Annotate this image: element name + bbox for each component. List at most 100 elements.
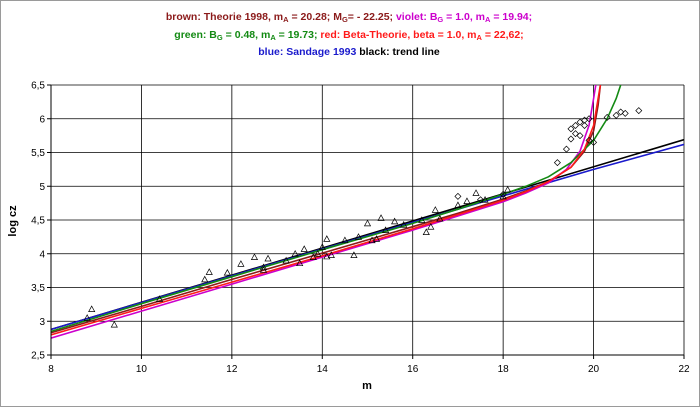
legend-blue-entry: blue: Sandage 1993 <box>258 46 359 58</box>
legend-green-text: : B <box>202 28 217 41</box>
data-point-triangle <box>472 189 480 196</box>
data-point-diamond <box>567 135 575 143</box>
data-point-diamond <box>567 125 575 133</box>
data-point-triangle <box>323 252 331 260</box>
legend-blue-text: : Sandage 1993 <box>279 46 357 58</box>
data-point-diamond <box>603 113 611 121</box>
data-point-triangle <box>83 314 91 321</box>
data-point-triangle <box>363 219 372 227</box>
y-tick-label: 5 <box>39 182 45 193</box>
data-point-triangle <box>88 305 96 312</box>
y-tick-label: 6,5 <box>31 81 45 92</box>
series-line-violet <box>51 85 597 339</box>
x-axis-label: m <box>362 380 372 392</box>
x-tick-label: 14 <box>317 364 329 375</box>
legend-violet-mid: = 1.0, m <box>443 11 485 23</box>
legend-violet-prefix: violet <box>395 11 424 23</box>
y-tick-label: 5,5 <box>31 148 45 159</box>
data-point-triangle <box>323 235 331 242</box>
legend-violet-entry: violet: BG = 1.0, mA = 19.94; <box>395 11 533 24</box>
legend-green-end: = 19.73; <box>275 28 318 41</box>
data-point-triangle <box>237 260 245 267</box>
data-point-triangle <box>436 214 444 222</box>
data-point-triangle <box>250 253 259 260</box>
data-point-triangle <box>300 245 308 252</box>
data-point-triangle <box>381 226 390 233</box>
legend-brown-text: : Theorie 1998, m <box>197 11 284 23</box>
data-point-diamond <box>585 115 593 123</box>
y-tick-label: 4 <box>39 249 45 260</box>
y-tick-label: 6 <box>39 114 45 125</box>
legend-green-prefix: green <box>174 28 203 41</box>
legend-brown-sub1: A <box>283 15 289 24</box>
x-tick-label: 16 <box>407 364 419 375</box>
legend-brown-prefix: brown <box>165 11 198 23</box>
data-point-triangle <box>463 197 471 204</box>
data-point-triangle <box>201 275 209 283</box>
legend-brown-sub2: G <box>341 15 348 24</box>
series-group <box>51 85 684 339</box>
data-point-triangle <box>223 268 231 276</box>
data-point-triangle <box>368 236 376 244</box>
data-point-triangle <box>110 320 118 328</box>
data-point-diamond <box>571 130 579 138</box>
data-point-triangle <box>372 235 381 242</box>
y-tick-label: 4,5 <box>31 216 45 227</box>
markers-group <box>83 107 643 328</box>
legend-line-1: brown: Theorie 1998, mA = 20.28; MG= - 2… <box>0 10 698 28</box>
data-point-diamond <box>576 132 584 140</box>
legend-line-2: green: BG = 0.48, mA = 19.73; red: Beta-… <box>0 28 698 46</box>
legend-violet-sub1: G <box>437 15 444 24</box>
data-point-diamond <box>635 107 643 115</box>
x-tick-label: 10 <box>136 364 148 375</box>
legend-brown-end: = - 22.25; <box>347 11 394 23</box>
series-line-green <box>51 85 622 333</box>
legend-red-entry: red: Beta-Theorie, beta = 1.0, mA = 22,6… <box>320 28 523 42</box>
legend-red-sub: A <box>476 32 482 42</box>
data-point-diamond <box>612 111 620 119</box>
legend-violet-text: : B <box>423 11 438 23</box>
legend-black-entry: black: trend line <box>359 46 440 58</box>
data-point-diamond <box>553 159 561 167</box>
data-point-diamond <box>621 109 629 117</box>
legend-green-sub2: A <box>270 32 276 42</box>
data-point-triangle <box>422 228 430 235</box>
data-point-triangle <box>418 216 426 223</box>
data-point-triangle <box>431 206 439 213</box>
legend-blue-prefix: blue <box>258 46 280 58</box>
x-tick-label: 18 <box>498 364 510 375</box>
data-point-triangle <box>259 263 268 271</box>
data-point-triangle <box>205 268 213 275</box>
legend-violet-sub2: A <box>484 15 491 24</box>
legend-brown-entry: brown: Theorie 1998, mA = 20.28; MG= - 2… <box>165 11 396 24</box>
data-point-triangle <box>155 295 164 302</box>
data-point-triangle <box>350 251 358 258</box>
data-point-diamond <box>562 145 570 153</box>
legend-red-prefix: red <box>320 28 337 41</box>
data-point-diamond <box>576 118 584 126</box>
x-tick-label: 8 <box>48 364 54 375</box>
data-point-diamond <box>571 122 579 129</box>
legend-black-prefix: black <box>359 46 387 58</box>
data-point-diamond <box>454 192 462 200</box>
data-point-triangle <box>391 217 399 225</box>
y-tick-label: 3,5 <box>31 283 45 294</box>
data-point-triangle <box>377 214 385 221</box>
data-point-triangle <box>427 223 435 230</box>
data-point-diamond <box>617 108 625 116</box>
legend-violet-end: = 19.94; <box>490 11 533 23</box>
data-point-triangle <box>296 259 304 267</box>
legend-line-3: blue: Sandage 1993 black: trend line <box>0 45 698 60</box>
legend-green-sub1: G <box>216 32 223 42</box>
y-axis-label: log cz <box>7 205 19 237</box>
legend-red-text: : Beta-Theorie, beta = 1.0, m <box>336 28 477 41</box>
data-point-triangle <box>327 251 335 258</box>
data-point-diamond <box>590 138 598 146</box>
y-tick-label: 3 <box>39 317 45 328</box>
series-line-brown <box>51 85 602 334</box>
data-point-triangle <box>318 243 326 250</box>
series-line-red <box>51 85 602 336</box>
data-point-diamond <box>581 122 589 129</box>
x-tick-label: 12 <box>226 364 238 375</box>
